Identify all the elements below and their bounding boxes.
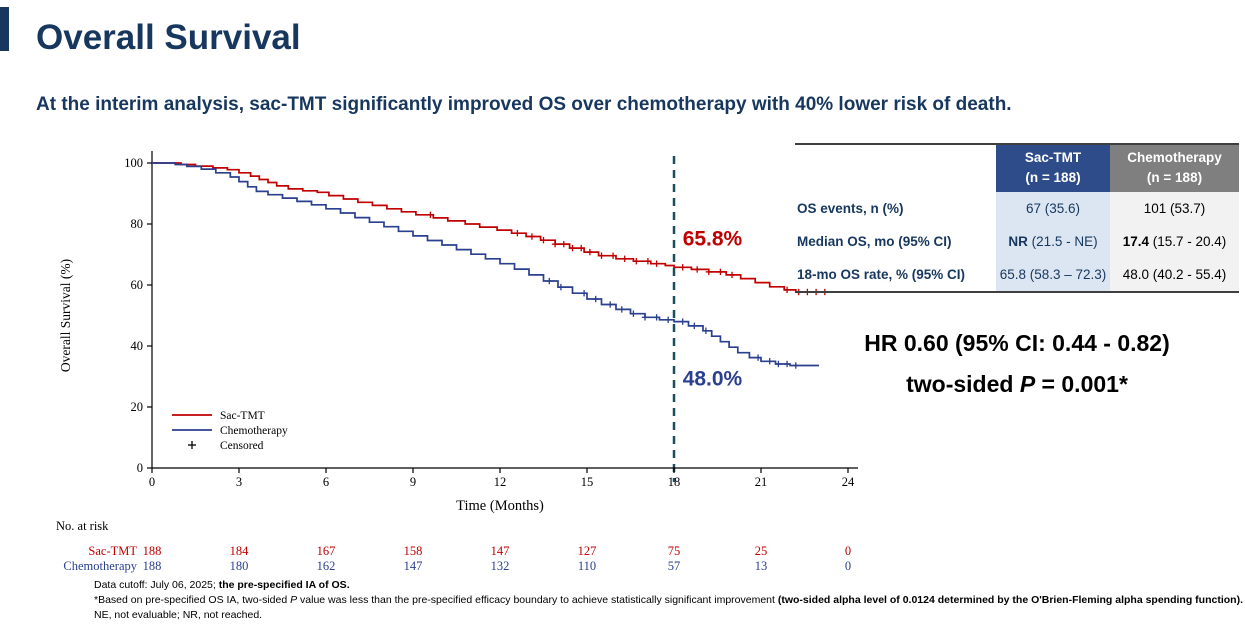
col-header-name: Sac-TMT bbox=[1024, 150, 1082, 165]
legend-label: Censored bbox=[220, 440, 264, 452]
table-row: 18-mo OS rate, % (95% CI) 65.8 (58.3 – 7… bbox=[795, 257, 1239, 293]
row-label: OS events, n (%) bbox=[797, 200, 904, 216]
results-header-row: Sac-TMT (n = 188) Chemotherapy (n = 188) bbox=[795, 143, 1239, 192]
x-tick-label: 9 bbox=[410, 475, 416, 489]
results-col-header-sac-tmt: Sac-TMT (n = 188) bbox=[996, 143, 1110, 192]
table-row: Median OS, mo (95% CI) NR (21.5 - NE) 17… bbox=[795, 224, 1239, 258]
x-tick-label: 21 bbox=[755, 475, 768, 489]
legend-label: Chemotherapy bbox=[220, 425, 288, 437]
x-tick-label: 24 bbox=[842, 475, 855, 489]
hazard-ratio-block: HR 0.60 (95% CI: 0.44 - 0.82) two-sided … bbox=[795, 330, 1239, 398]
p-value-text: two-sided P = 0.001* bbox=[906, 371, 1128, 397]
x-tick-label: 6 bbox=[323, 475, 329, 489]
table-cell: NR (21.5 - NE) bbox=[996, 224, 1110, 258]
footnotes: Data cutoff: July 06, 2025; the pre-spec… bbox=[94, 578, 1243, 624]
row-label: 18-mo OS rate, % (95% CI) bbox=[795, 257, 996, 293]
table-cell: 101 (53.7) bbox=[1110, 191, 1239, 225]
risk-value: 188 bbox=[143, 544, 162, 558]
annotation-65.8%: 65.8% bbox=[683, 227, 743, 250]
y-tick-label: 80 bbox=[131, 217, 144, 231]
results-corner-cell bbox=[795, 143, 996, 192]
hazard-ratio-text: HR 0.60 (95% CI: 0.44 - 0.82) bbox=[864, 330, 1170, 356]
km-curve-chemotherapy bbox=[152, 162, 819, 367]
footnote-abbreviations: NE, not evaluable; NR, not reached. bbox=[94, 609, 263, 622]
table-cell: 17.4 (15.7 - 20.4) bbox=[1110, 224, 1239, 258]
y-tick-label: 20 bbox=[131, 400, 144, 414]
row-label: Median OS, mo (95% CI) bbox=[797, 233, 952, 249]
risk-value: 188 bbox=[143, 559, 162, 573]
y-tick-label: 40 bbox=[131, 339, 144, 353]
risk-row-label: Sac-TMT bbox=[88, 544, 137, 558]
risk-value: 167 bbox=[317, 544, 336, 558]
risk-value: 25 bbox=[755, 544, 768, 558]
y-axis-label: Overall Survival (%) bbox=[58, 259, 73, 372]
results-col-header-chemotherapy: Chemotherapy (n = 188) bbox=[1110, 143, 1239, 192]
x-axis-label: Time (Months) bbox=[456, 498, 544, 514]
y-tick-label: 60 bbox=[131, 278, 144, 292]
col-header-sub: (n = 188) bbox=[1025, 170, 1081, 186]
risk-value: 127 bbox=[578, 544, 597, 558]
x-tick-label: 0 bbox=[149, 475, 155, 489]
footnote-data-cutoff: Data cutoff: July 06, 2025; the pre-spec… bbox=[94, 579, 350, 591]
km-plot: 0 20 40 60 80 100 0 3 6 9 12 15 18 21 24 Time (Months) O… bbox=[56, 151, 858, 573]
risk-value: 147 bbox=[404, 559, 423, 573]
risk-value: 147 bbox=[491, 544, 510, 558]
slide-subtitle: At the interim analysis, sac-TMT signifi… bbox=[36, 94, 1012, 115]
risk-value: 13 bbox=[755, 559, 768, 573]
risk-value: 180 bbox=[230, 559, 249, 573]
risk-table: Sac-TMT 188 184 167 158 147 127 75 25 0Chemothera… bbox=[63, 544, 851, 573]
risk-value: 0 bbox=[845, 559, 851, 573]
risk-value: 162 bbox=[317, 559, 336, 573]
annotation-48.0%: 48.0% bbox=[683, 368, 743, 391]
accent-bar bbox=[0, 7, 9, 51]
legend-label: Sac-TMT bbox=[220, 410, 265, 422]
risk-value: 75 bbox=[668, 544, 681, 558]
legend: Sac-TMT Chemotherapy Censored bbox=[172, 410, 288, 452]
risk-value: 57 bbox=[668, 559, 681, 573]
y-tick-label: 100 bbox=[124, 156, 143, 170]
table-row: OS events, n (%) 67 (35.6) 101 (53.7) bbox=[795, 191, 1239, 225]
table-cell: 67 (35.6) bbox=[996, 191, 1110, 225]
risk-value: 110 bbox=[578, 559, 596, 573]
risk-row-label: Chemotherapy bbox=[63, 559, 137, 573]
col-header-name: Chemotherapy bbox=[1127, 150, 1222, 165]
risk-value: 132 bbox=[491, 559, 510, 573]
table-cell: 65.8 (58.3 – 72.3) bbox=[996, 257, 1110, 293]
x-tick-label: 3 bbox=[236, 475, 242, 489]
x-tick-label: 18 bbox=[668, 475, 681, 489]
censor-marks bbox=[427, 211, 828, 296]
risk-value: 184 bbox=[230, 544, 250, 558]
x-tick-label: 12 bbox=[494, 475, 507, 489]
y-tick-label: 0 bbox=[137, 461, 143, 475]
risk-value: 158 bbox=[404, 544, 423, 558]
risk-value: 0 bbox=[845, 544, 851, 558]
risk-table-title: No. at risk bbox=[56, 519, 109, 533]
footnote-asterisk: *Based on pre-specified OS IA, two-sided… bbox=[94, 594, 1243, 607]
table-cell: 48.0 (40.2 - 55.4) bbox=[1110, 257, 1239, 293]
axes bbox=[147, 151, 858, 473]
x-tick-label: 15 bbox=[581, 475, 594, 489]
results-table: Sac-TMT (n = 188) Chemotherapy (n = 188)… bbox=[795, 143, 1239, 293]
censor-marks bbox=[546, 277, 799, 369]
col-header-sub: (n = 188) bbox=[1146, 170, 1203, 186]
page-title: Overall Survival bbox=[36, 18, 301, 57]
